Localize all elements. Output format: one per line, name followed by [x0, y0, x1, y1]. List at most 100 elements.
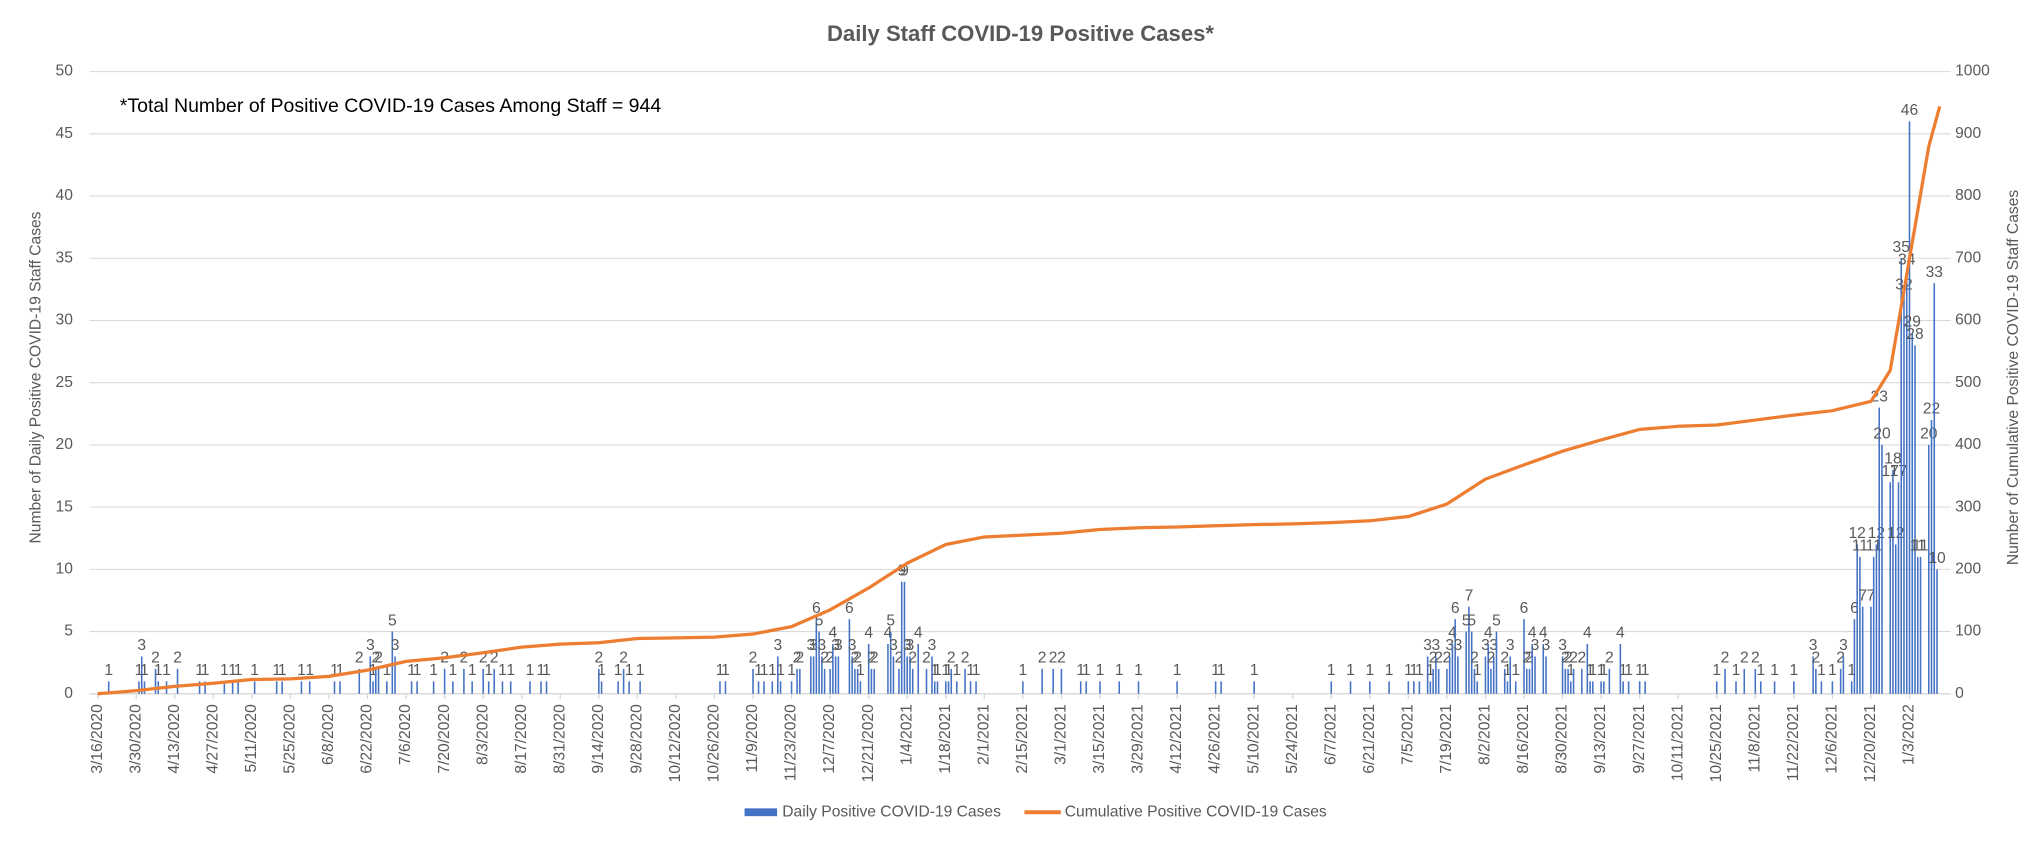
data-label: 1	[526, 662, 535, 679]
y-axis-title: Number of Daily Positive COVID-19 Staff …	[28, 211, 45, 543]
data-label: 4	[1539, 625, 1548, 642]
data-label: 2	[1500, 650, 1509, 667]
bar	[796, 668, 798, 694]
data-label: 3	[809, 637, 818, 654]
x-tick-label: 10/11/2021	[1669, 704, 1686, 781]
data-label: 6	[812, 600, 821, 617]
bar	[1369, 681, 1371, 694]
data-label: 11	[1912, 538, 1928, 555]
bar	[867, 644, 870, 694]
x-tick-label: 6/22/2020	[359, 704, 376, 774]
bar	[1528, 668, 1531, 694]
bar	[898, 668, 900, 694]
x-tick-label: 11/9/2020	[744, 704, 761, 773]
data-label: 2	[826, 650, 835, 667]
bar	[1872, 556, 1875, 694]
data-label: 3	[1454, 637, 1463, 654]
bar	[1878, 407, 1880, 694]
bar	[763, 681, 765, 694]
bar	[377, 668, 380, 694]
bar	[443, 668, 446, 694]
data-label: 6	[1451, 600, 1460, 617]
bar	[837, 656, 840, 694]
x-tick-label: 4/12/2021	[1168, 704, 1185, 773]
bar	[1586, 644, 1589, 694]
bar	[391, 631, 394, 694]
data-label: 1	[336, 662, 345, 679]
data-label: 4	[864, 625, 873, 642]
bar	[1911, 332, 1914, 694]
bar	[1495, 631, 1498, 694]
y-tick-label: 30	[56, 312, 74, 329]
data-label: 3	[928, 637, 937, 654]
bar	[1820, 681, 1823, 694]
bar	[1041, 668, 1043, 694]
x-tick-label: 4/13/2020	[166, 704, 183, 774]
x-tick-label: 2/15/2021	[1014, 704, 1031, 773]
bar	[639, 681, 641, 694]
data-label: 1	[1756, 662, 1765, 679]
data-label: 7	[1867, 587, 1876, 604]
bar	[107, 681, 110, 694]
bar	[969, 681, 972, 694]
data-label: 1	[941, 662, 950, 679]
bar	[308, 681, 311, 694]
bar	[779, 681, 782, 694]
data-label: 1	[1770, 662, 1779, 679]
bar	[622, 668, 625, 694]
bar	[386, 681, 388, 694]
bar	[1881, 444, 1883, 694]
y2-tick-label: 900	[1955, 125, 1981, 142]
bar	[1644, 681, 1646, 694]
bar	[1437, 668, 1440, 694]
data-label: 2	[851, 650, 860, 667]
data-label: 2	[870, 650, 879, 667]
bar	[452, 681, 454, 694]
x-tick-label: 10/26/2020	[706, 704, 723, 782]
x-tick-label: 3/29/2021	[1130, 704, 1147, 773]
bar	[1815, 668, 1817, 694]
data-label: 4	[884, 625, 893, 642]
bar	[1831, 681, 1834, 694]
data-label: 3	[834, 637, 843, 654]
data-label: 18	[1884, 451, 1901, 468]
bar	[545, 681, 548, 694]
bar	[909, 656, 911, 694]
data-label: 2	[1577, 650, 1586, 667]
bar	[1531, 644, 1534, 694]
data-label: 1	[754, 662, 763, 679]
x-tick-label: 8/31/2020	[551, 704, 568, 774]
data-label: 1	[537, 662, 546, 679]
bar	[1349, 681, 1352, 694]
bar	[1638, 681, 1641, 694]
bar	[1870, 606, 1872, 694]
bar	[463, 668, 465, 694]
bar	[231, 681, 234, 694]
bar	[1850, 681, 1853, 694]
bar	[1457, 656, 1459, 694]
data-label: 1	[1847, 662, 1856, 679]
data-label: 6	[845, 600, 854, 617]
x-tick-label: 4/27/2020	[204, 704, 221, 774]
bar	[1060, 668, 1063, 694]
x-tick-label: 5/10/2021	[1245, 704, 1262, 773]
data-label: 2	[961, 650, 970, 667]
data-label: 9	[897, 563, 906, 580]
bar	[1435, 656, 1437, 694]
bar	[944, 681, 947, 694]
legend-label: Cumulative Positive COVID-19 Cases	[1065, 803, 1327, 820]
bar	[752, 668, 754, 694]
data-label: 1	[1134, 662, 1143, 679]
bar	[600, 681, 603, 694]
data-label: 1	[234, 662, 243, 679]
bar	[1118, 681, 1121, 694]
bar	[1754, 668, 1757, 694]
data-label: 3	[1445, 637, 1454, 654]
bar	[1451, 644, 1454, 694]
x-tick-label: 7/5/2021	[1399, 704, 1416, 765]
bar	[925, 668, 928, 694]
bar	[892, 656, 895, 694]
bar	[1413, 681, 1415, 694]
bar	[1465, 631, 1467, 694]
